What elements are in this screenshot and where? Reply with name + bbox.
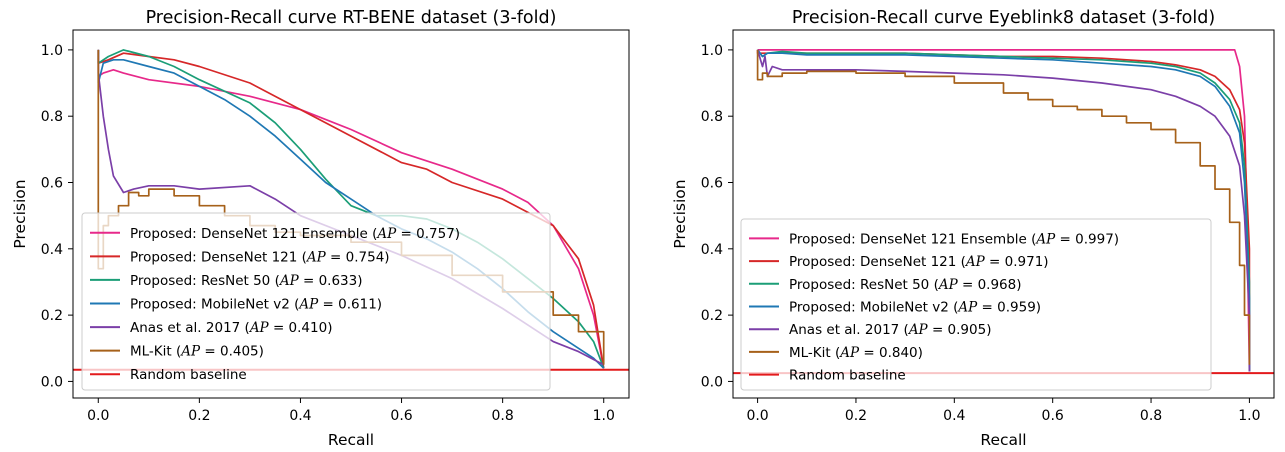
rt-bene-y-tick-label: 0.8 — [41, 109, 63, 125]
rt-bene-x-axis-label: Recall — [328, 431, 374, 449]
eyeblink8-legend-box — [740, 218, 1212, 391]
legend-label-value: = 0.971) — [985, 254, 1049, 270]
eyeblink8-y-tick-label: 0.2 — [701, 308, 723, 324]
legend-label-metric: AP — [937, 277, 959, 293]
eyeblink8-x-tick-label: 0.6 — [1042, 408, 1064, 424]
legend-label-prefix: Proposed: DenseNet 121 ( — [789, 254, 966, 270]
rt-bene-legend-entry-resnet: Proposed: ResNet 50 (AP = 0.633) — [130, 273, 363, 289]
legend-label-metric: AP — [964, 254, 986, 270]
rt-bene-axes-frame — [72, 29, 630, 399]
legend-label-prefix: Proposed: DenseNet 121 ( — [130, 249, 307, 265]
legend-label-value: = 0.905) — [928, 322, 992, 338]
legend-label-metric: AP — [375, 226, 397, 242]
rt-bene-legend-entry-random: Random baseline — [130, 367, 247, 383]
legend-label-metric: AP — [297, 297, 319, 313]
legend-label-prefix: Proposed: MobileNet v2 ( — [130, 297, 299, 313]
eyeblink8-legend-entry-mlkit: ML-Kit (AP = 0.840) — [789, 345, 923, 361]
rt-bene-x-tick-label: 0.8 — [492, 408, 514, 424]
rt-bene-x-tick-label: 0.6 — [390, 408, 412, 424]
legend-label-prefix: Proposed: MobileNet v2 ( — [789, 300, 958, 316]
rt-bene-y-tick-label: 0.4 — [41, 242, 63, 258]
legend-label-prefix: Random baseline — [130, 367, 247, 383]
legend-label-value: = 0.959) — [977, 300, 1041, 316]
eyeblink8-x-tick-label: 0.0 — [746, 408, 768, 424]
eyeblink8-axes-frame — [732, 29, 1275, 399]
eyeblink8-x-axis-label: Recall — [980, 431, 1026, 449]
eyeblink8-x-tick-label: 1.0 — [1238, 408, 1260, 424]
eyeblink8-chart-title: Precision-Recall curve Eyeblink8 dataset… — [792, 8, 1215, 28]
rt-bene-x-tick-label: 0.2 — [188, 408, 210, 424]
rt-bene-y-axis-label: Precision — [11, 179, 29, 248]
eyeblink8-y-tick-label: 0.0 — [701, 374, 723, 390]
legend-label-value: = 0.405) — [200, 344, 264, 360]
rt-bene-legend-entry-anas: Anas et al. 2017 (AP = 0.410) — [130, 320, 332, 336]
eyeblink8-series-anas — [756, 49, 1251, 372]
legend-label-value: = 0.968) — [958, 277, 1022, 293]
eyeblink8-series-mlkit — [756, 49, 1251, 365]
rt-bene-legend-entry-mlkit: ML-Kit (AP = 0.405) — [130, 344, 264, 360]
rt-bene-y-tick-label: 0.2 — [41, 308, 63, 324]
eyeblink8-x-tick-label: 0.2 — [845, 408, 867, 424]
rt-bene-chart-title: Precision-Recall curve RT-BENE dataset (… — [146, 8, 557, 28]
legend-label-metric: AP — [278, 273, 300, 289]
rt-bene-series-ensemble — [97, 49, 605, 369]
legend-label-metric: AP — [305, 249, 327, 265]
legend-label-value: = 0.410) — [269, 320, 333, 336]
rt-bene-panel: Precision-Recall curve RT-BENE dataset (… — [11, 8, 630, 449]
rt-bene-series-densenet — [97, 49, 605, 369]
legend-label-value: = 0.611) — [318, 297, 382, 313]
legend-label-value: = 0.997) — [1055, 231, 1119, 247]
legend-label-metric: AP — [179, 344, 201, 360]
legend-label-prefix: Proposed: ResNet 50 ( — [789, 277, 939, 293]
legend-label-prefix: Random baseline — [789, 368, 906, 384]
eyeblink8-y-tick-label: 1.0 — [701, 43, 723, 59]
eyeblink8-x-tick-label: 0.4 — [943, 408, 965, 424]
rt-bene-x-tick-label: 0.0 — [87, 408, 109, 424]
legend-label-metric: AP — [907, 322, 929, 338]
rt-bene-legend-entry-ensemble: Proposed: DenseNet 121 Ensemble (AP = 0.… — [130, 226, 460, 242]
eyeblink8-legend-entry-resnet: Proposed: ResNet 50 (AP = 0.968) — [789, 277, 1022, 293]
eyeblink8-legend-entry-random: Random baseline — [789, 368, 906, 384]
legend-label-metric: AP — [248, 320, 270, 336]
legend-label-value: = 0.754) — [326, 249, 390, 265]
eyeblink8-legend-entry-mobilenet: Proposed: MobileNet v2 (AP = 0.959) — [789, 300, 1041, 316]
rt-bene-legend-entry-densenet: Proposed: DenseNet 121 (AP = 0.754) — [130, 249, 390, 265]
legend-label-prefix: Proposed: ResNet 50 ( — [130, 273, 280, 289]
legend-label-metric: AP — [956, 300, 978, 316]
legend-label-prefix: ML-Kit ( — [130, 344, 181, 360]
eyeblink8-legend-entry-ensemble: Proposed: DenseNet 121 Ensemble (AP = 0.… — [789, 231, 1119, 247]
eyeblink8-legend: Proposed: DenseNet 121 Ensemble (AP = 0.… — [740, 218, 1212, 391]
legend-label-prefix: Proposed: DenseNet 121 Ensemble ( — [130, 226, 377, 242]
eyeblink8-y-tick-label: 0.8 — [701, 109, 723, 125]
rt-bene-y-tick-label: 0.6 — [41, 176, 63, 192]
legend-label-metric: AP — [1034, 231, 1056, 247]
rt-bene-legend: Proposed: DenseNet 121 Ensemble (AP = 0.… — [81, 212, 551, 391]
legend-label-value: = 0.840) — [859, 345, 923, 361]
eyeblink8-panel: Precision-Recall curve Eyeblink8 dataset… — [671, 8, 1275, 449]
legend-label-prefix: ML-Kit ( — [789, 345, 840, 361]
legend-label-value: = 0.757) — [396, 226, 460, 242]
rt-bene-legend-entry-mobilenet: Proposed: MobileNet v2 (AP = 0.611) — [130, 297, 382, 313]
eyeblink8-y-tick-label: 0.6 — [701, 176, 723, 192]
legend-label-prefix: Proposed: DenseNet 121 Ensemble ( — [789, 231, 1036, 247]
rt-bene-legend-box — [81, 212, 551, 391]
eyeblink8-legend-entry-anas: Anas et al. 2017 (AP = 0.905) — [789, 322, 991, 338]
rt-bene-x-tick-label: 1.0 — [593, 408, 615, 424]
eyeblink8-legend-entry-densenet: Proposed: DenseNet 121 (AP = 0.971) — [789, 254, 1049, 270]
legend-label-prefix: Anas et al. 2017 ( — [130, 320, 250, 336]
legend-label-value: = 0.633) — [299, 273, 363, 289]
eyeblink8-y-axis-label: Precision — [671, 179, 689, 248]
eyeblink8-series-resnet — [756, 49, 1251, 372]
eyeblink8-y-tick-label: 0.4 — [701, 242, 723, 258]
rt-bene-y-tick-label: 0.0 — [41, 374, 63, 390]
rt-bene-x-tick-label: 0.4 — [289, 408, 311, 424]
eyeblink8-x-tick-label: 0.8 — [1140, 408, 1162, 424]
legend-label-metric: AP — [838, 345, 860, 361]
eyeblink8-series-mobilenet — [756, 49, 1251, 372]
rt-bene-y-tick-label: 1.0 — [41, 43, 63, 59]
legend-label-prefix: Anas et al. 2017 ( — [789, 322, 909, 338]
